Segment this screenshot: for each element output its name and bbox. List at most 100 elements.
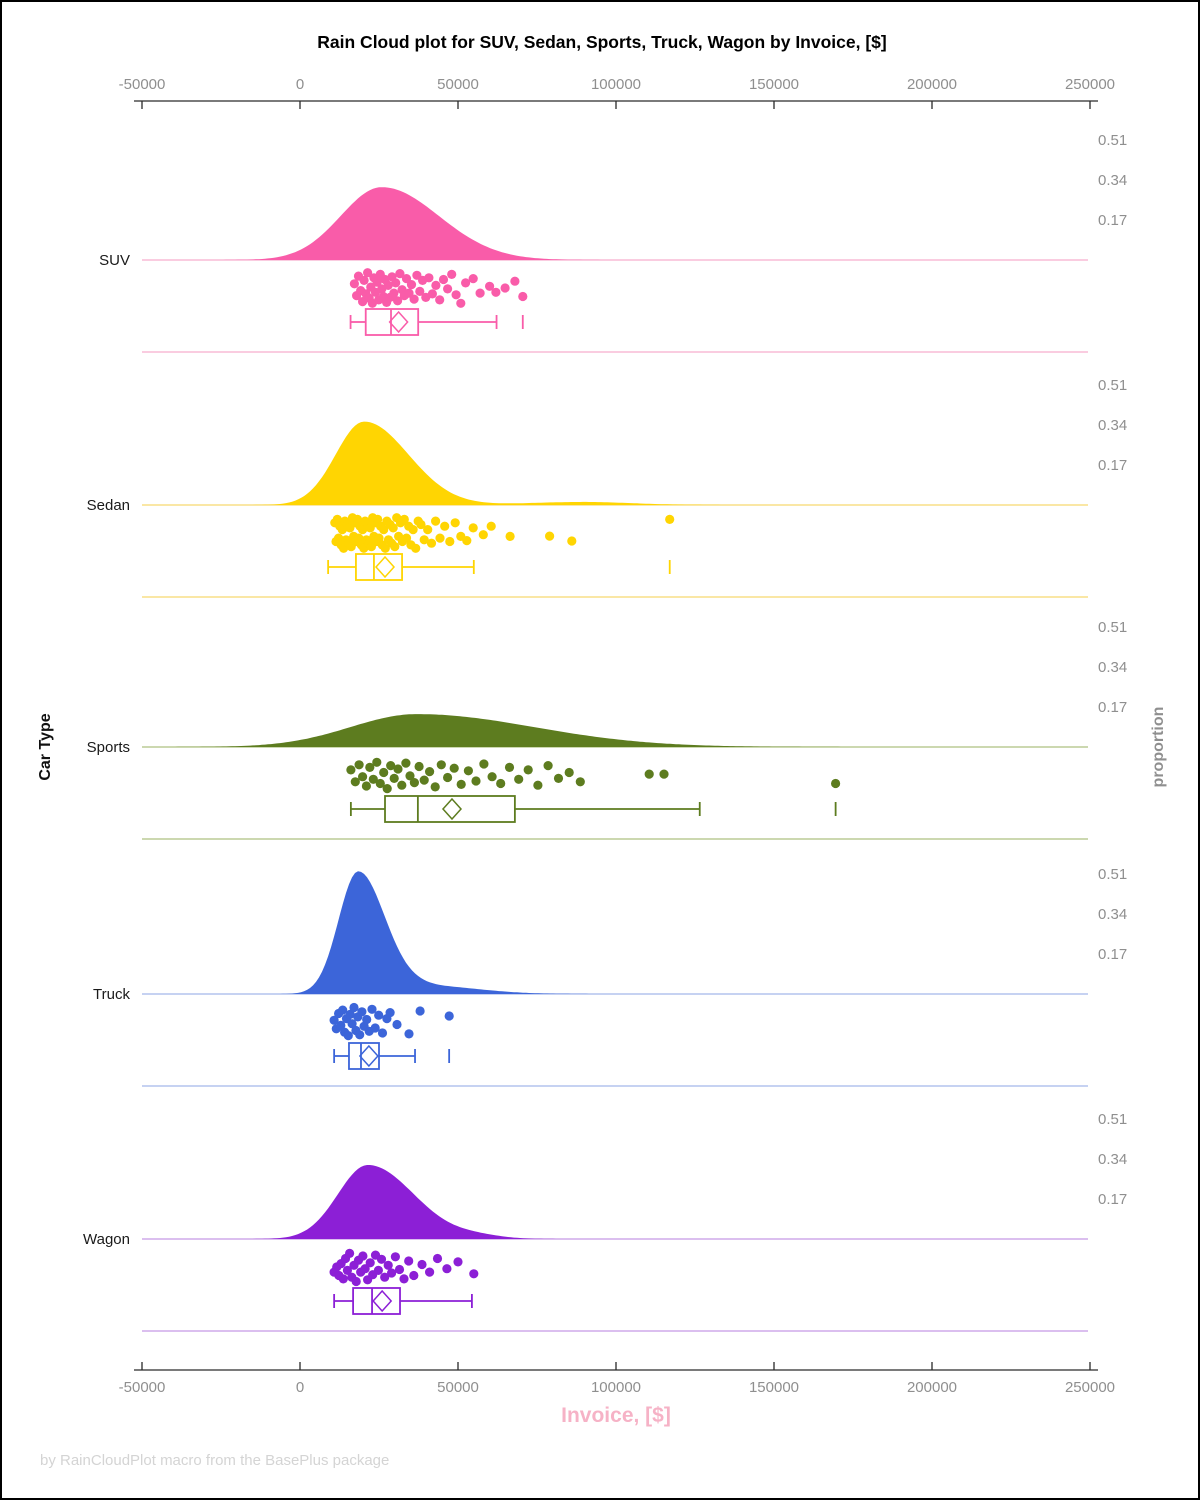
data-point <box>358 772 368 782</box>
boxplot-sports <box>349 795 837 823</box>
data-point <box>510 276 520 286</box>
data-point <box>354 760 364 770</box>
mean-diamond <box>372 1289 393 1313</box>
data-point <box>399 1274 409 1284</box>
data-point <box>425 1267 435 1277</box>
data-point <box>404 1029 414 1039</box>
right-axis-title: proportion <box>1150 706 1167 788</box>
data-point <box>491 287 501 297</box>
axis-tick-label: 150000 <box>749 1379 799 1396</box>
boxplot-wagon <box>333 1287 473 1315</box>
data-point <box>370 1023 380 1033</box>
data-point <box>440 521 450 531</box>
data-point <box>438 274 449 285</box>
data-point <box>397 780 407 790</box>
data-point <box>342 1265 352 1275</box>
data-point <box>496 778 506 789</box>
data-point <box>372 757 382 767</box>
proportion-tick-label: 0.34 <box>1098 659 1127 676</box>
data-point <box>442 1264 452 1274</box>
data-point <box>462 536 472 546</box>
axis-tick-label: -50000 <box>119 1379 166 1396</box>
data-point <box>338 1274 348 1284</box>
data-point <box>436 760 446 770</box>
data-point <box>368 774 378 784</box>
iqr-box <box>364 308 420 336</box>
rain-points-wagon <box>329 1248 479 1287</box>
data-point <box>350 777 360 787</box>
data-point <box>386 761 396 771</box>
data-point <box>447 269 457 279</box>
data-point <box>518 291 528 302</box>
data-point <box>408 525 418 535</box>
data-point <box>443 772 453 783</box>
data-point <box>419 775 429 785</box>
data-point <box>401 758 411 768</box>
data-point <box>665 514 675 525</box>
data-point <box>393 296 403 306</box>
data-point <box>423 525 433 535</box>
data-point <box>379 525 389 535</box>
data-point <box>390 542 400 552</box>
data-point <box>479 759 489 769</box>
data-point <box>404 288 414 298</box>
data-point <box>456 779 466 790</box>
data-point <box>545 531 555 541</box>
data-point <box>338 1005 348 1015</box>
data-point <box>358 1251 368 1261</box>
data-point <box>425 767 435 777</box>
proportion-tick-label: 0.34 <box>1098 417 1127 434</box>
x-axis-top: -50000 0 50000 100000 150000 200000 250000 <box>119 76 1115 109</box>
data-point <box>444 1011 454 1021</box>
data-point <box>401 533 412 543</box>
boxplot-suv <box>349 308 524 336</box>
data-point <box>385 1008 395 1018</box>
data-point <box>390 1252 400 1262</box>
data-point <box>329 1015 339 1025</box>
data-point <box>374 1010 384 1020</box>
density-cloud-truck <box>142 871 1088 994</box>
data-point <box>362 1014 372 1025</box>
iqr-box <box>384 795 516 823</box>
data-point <box>468 523 478 533</box>
axis-tick-label: -50000 <box>119 76 166 93</box>
data-point <box>500 283 510 293</box>
axis-tick-label: 50000 <box>437 1379 479 1396</box>
iqr-box <box>348 1042 380 1070</box>
data-point <box>347 1019 357 1029</box>
data-point <box>409 778 419 788</box>
panel-truck: 0.51 0.34 0.17 Truck <box>93 866 1127 1087</box>
rain-points-sedan <box>330 513 675 553</box>
data-point <box>399 514 409 525</box>
data-point <box>431 516 441 526</box>
data-point <box>419 535 429 545</box>
axis-tick-label: 150000 <box>749 76 799 93</box>
panel-suv: 0.51 0.34 0.17 SUV <box>99 132 1127 353</box>
density-cloud-wagon <box>142 1165 1088 1239</box>
axis-tick-label: 200000 <box>907 1379 957 1396</box>
data-point <box>575 777 585 787</box>
category-label-sports: Sports <box>87 739 130 756</box>
data-point <box>359 275 369 285</box>
data-point <box>389 288 399 298</box>
data-point <box>523 765 533 775</box>
proportion-tick-label: 0.17 <box>1098 457 1127 474</box>
data-point <box>414 761 424 772</box>
axis-tick-label: 100000 <box>591 1379 641 1396</box>
data-point <box>377 1028 388 1038</box>
data-point <box>372 277 382 287</box>
data-point <box>336 1020 346 1030</box>
axis-tick-label: 0 <box>296 76 304 93</box>
data-point <box>463 766 473 776</box>
mean-diamond <box>374 555 396 579</box>
data-point <box>409 294 419 304</box>
data-point <box>417 1259 427 1270</box>
data-point <box>453 1257 463 1267</box>
data-point <box>361 781 371 791</box>
data-point <box>376 1254 387 1264</box>
data-point <box>435 295 445 305</box>
proportion-tick-label: 0.17 <box>1098 946 1127 963</box>
data-point <box>450 518 460 528</box>
data-point <box>382 784 392 794</box>
